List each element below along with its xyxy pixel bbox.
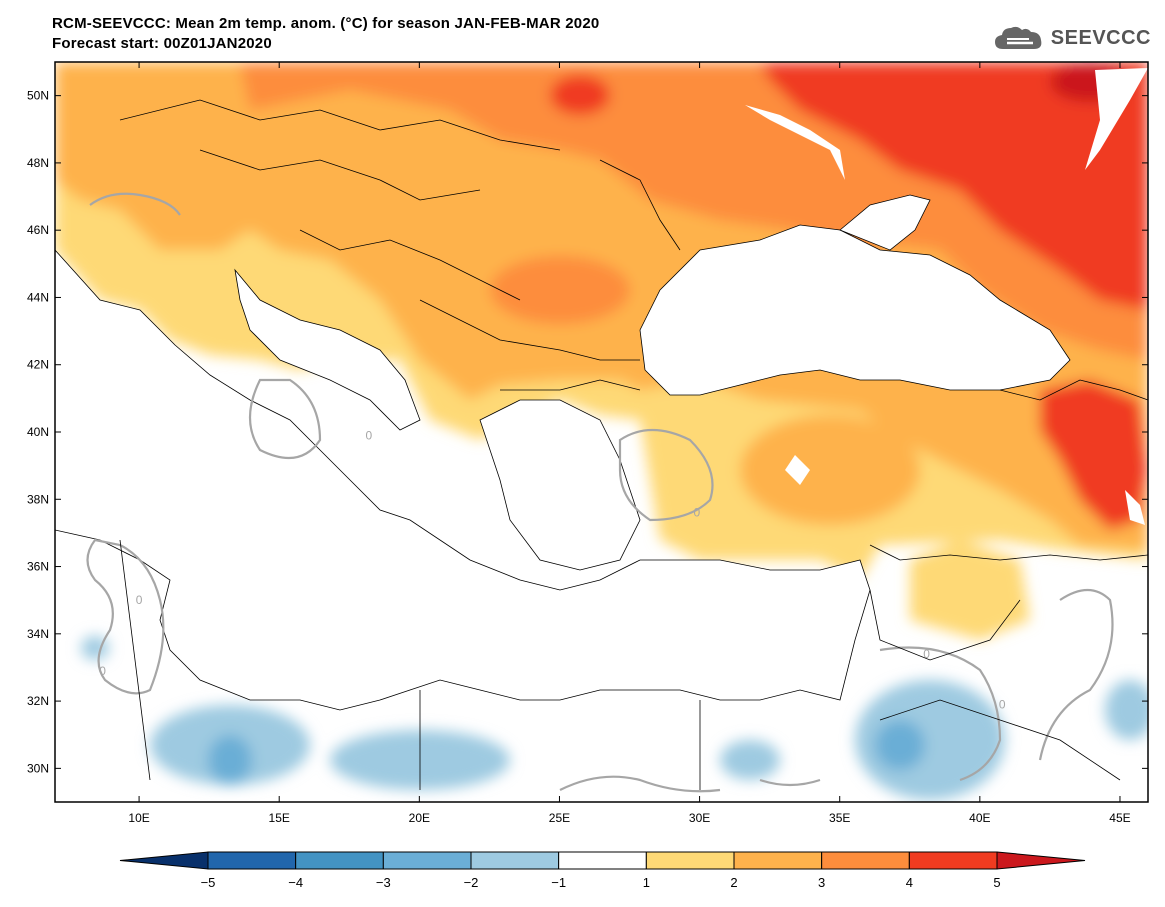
colorbar-segment-4 [558,851,647,870]
colorbar-label-6: 2 [730,875,737,890]
lat-label-50: 50N [27,89,49,103]
black-sea [639,224,1071,396]
contour-label-5: 0 [999,697,1006,711]
colorbar-label-7: 3 [818,875,825,890]
lon-label-30: 30E [689,811,710,825]
anomaly-area-syria [910,540,1030,640]
lon-label-20: 20E [409,811,430,825]
lat-label-48: 48N [27,156,49,170]
lon-label-15: 15E [269,811,290,825]
aegean-sea [479,399,641,571]
lat-label-36: 36N [27,560,49,574]
white-hole-caucasus [1125,490,1145,525]
lat-label-46: 46N [27,223,49,237]
border-line-2 [199,149,481,201]
logo-text: SEEVCCC [1050,26,1151,49]
title-line-1: RCM-SEEVCCC: Mean 2m temp. anom. (°C) fo… [52,15,600,32]
axis-ticks: 10E 15E 20E 25E 30E 35E 40E 45E 50N 48N 46N 44N 42N 4… [27,62,1148,825]
border-line-7 [869,544,1148,561]
lon-label-45: 45E [1109,811,1130,825]
colorbar-segment-8 [908,851,998,870]
white-streak-2 [1085,68,1148,170]
zero-contours [86,192,1114,793]
anomaly-area-4-5 [760,62,1148,310]
contour-labels: 0 0 0 0 0 0 [99,428,1006,711]
lat-label-42: 42N [27,358,49,372]
border-line-9 [879,699,1121,781]
anomaly-area-balkan [490,256,630,324]
contour-libya-south [559,775,721,793]
anomaly-area-caucasus [1040,380,1148,530]
adriatic-sea [234,268,421,431]
colorbar-label-2: −3 [376,875,391,890]
white-streak-1 [745,105,845,180]
contour-italy [249,378,322,460]
border-line-8 [869,589,1021,661]
colorbar-segment-6 [733,851,823,870]
contour-tunisia [86,538,165,695]
lat-label-34: 34N [27,627,49,641]
anomaly-area-libya-core [208,735,252,785]
contour-alps [89,192,181,216]
lon-label-35: 35E [829,811,850,825]
border-line-5 [500,379,641,391]
lat-label-32: 32N [27,694,49,708]
anomaly-field [55,62,1148,802]
colorbar-label-0: −5 [201,875,216,890]
contour-levant [879,646,1002,782]
contour-anatolia-west [618,429,714,522]
colorbar-label-4: −1 [551,875,566,890]
colorbar-label-3: −2 [464,875,479,890]
colorbar-segment-7 [821,851,910,870]
contour-label-4: 0 [923,647,930,661]
anomaly-area-arabia [855,680,1005,800]
lon-label-40: 40E [969,811,990,825]
border-line-10 [119,539,151,781]
contour-label-2: 0 [366,428,373,442]
colorbar-label-9: 5 [993,875,1000,890]
contour-egypt [759,778,821,787]
seevccc-logo: SEEVCCC [993,22,1151,54]
colorbar-segment-5 [645,851,735,870]
colorbar-segment-2 [382,851,472,870]
border-line-13 [999,379,1148,401]
borders [119,99,1148,790]
border-line-4 [419,299,640,361]
border-line-6 [599,159,681,251]
anomaly-area-egypt [720,740,780,780]
mediterranean-sea [55,249,871,711]
sea-of-azov [839,194,931,251]
border-line-3 [299,229,521,301]
lon-label-10: 10E [128,811,149,825]
colorbar-label-1: −4 [288,875,303,890]
colorbar-label-5: 1 [643,875,650,890]
map-title: RCM-SEEVCCC: Mean 2m temp. anom. (°C) fo… [52,14,599,54]
colorbar-segment-1 [295,851,384,870]
cloud-logo-icon [994,26,1042,49]
lat-label-40: 40N [27,425,49,439]
contour-label-3: 0 [693,506,700,520]
border-line-1 [119,99,561,151]
lon-label-25: 25E [549,811,570,825]
lat-label-44: 44N [27,290,49,304]
colorbar-label-8: 4 [906,875,913,890]
colorbar: −5 −4 −3 −2 −1 1 2 3 4 5 [119,851,1086,890]
anomaly-area-tunisia [81,636,109,660]
anomaly-area-anatolia [740,415,920,525]
anomaly-area-iraq [1105,680,1148,740]
lat-label-38: 38N [27,492,49,506]
colorbar-segment-0 [207,851,297,870]
white-hole-anatolia [785,455,810,485]
contour-label-0: 0 [136,593,143,607]
anomaly-area-north [550,75,610,115]
colorbar-min-arrow [119,851,209,870]
anomaly-area-arabia-core [875,720,925,770]
contour-label-1: 0 [99,664,106,678]
colorbar-segment-3 [470,851,560,870]
title-line-2: Forecast start: 00Z01JAN2020 [52,35,272,52]
lat-label-30: 30N [27,761,49,775]
colorbar-max-arrow [996,851,1086,870]
contour-iraq [1038,588,1114,761]
